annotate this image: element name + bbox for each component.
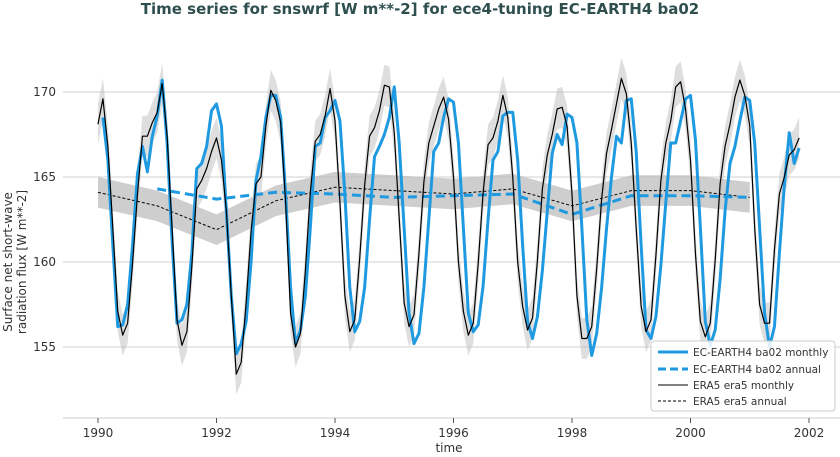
x-axis-label: time — [435, 441, 462, 455]
y-tick-label: 160 — [33, 255, 56, 269]
series-line-3 — [97, 186, 750, 231]
legend-label-0: EC-EARTH4 ba02 monthly — [693, 347, 828, 359]
y-axis-label-line1: Surface net short-wave — [1, 192, 15, 332]
x-tick-label: 1994 — [320, 426, 351, 440]
x-tick-label: 2000 — [675, 426, 706, 440]
y-axis-label-line2: radiation flux [W m**-2] — [15, 190, 29, 334]
series-line-0 — [101, 78, 801, 357]
x-tick-label: 1990 — [83, 426, 114, 440]
legend: EC-EARTH4 ba02 monthly EC-EARTH4 ba02 an… — [650, 340, 836, 412]
x-tick-label: 1996 — [438, 426, 469, 440]
annual-band — [98, 171, 750, 245]
legend-label-3: ERA5 era5 annual — [693, 396, 787, 408]
x-tick-label: 1998 — [557, 426, 588, 440]
legend-label-1: EC-EARTH4 ba02 annual — [693, 364, 821, 376]
x-tick-label: 1992 — [201, 426, 232, 440]
y-tick-label: 170 — [33, 85, 56, 99]
y-tick-label: 155 — [33, 340, 56, 354]
y-tick-label: 165 — [33, 170, 56, 184]
x-tick-label: 2002 — [794, 426, 825, 440]
chart-title: Time series for snswrf [W m**-2] for ece… — [140, 0, 700, 18]
legend-label-2: ERA5 era5 monthly — [693, 380, 794, 392]
